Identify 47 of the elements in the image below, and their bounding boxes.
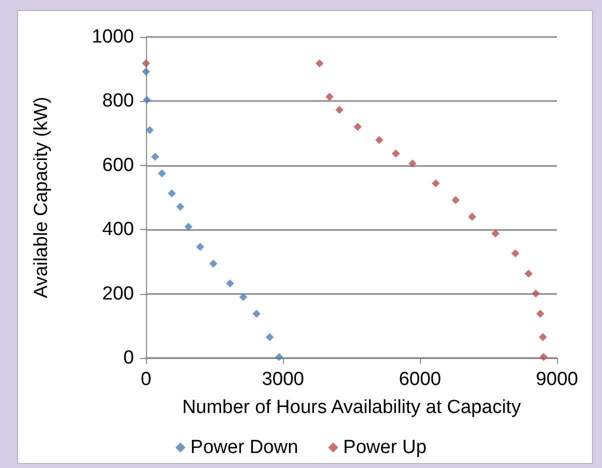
point	[275, 353, 284, 362]
point	[196, 242, 204, 251]
point	[142, 96, 151, 104]
point	[408, 159, 416, 168]
point	[316, 59, 324, 68]
point	[176, 202, 184, 211]
point	[432, 179, 440, 188]
y-tick-label: 600	[102, 154, 134, 176]
point	[142, 59, 150, 68]
x-tick-label: 6000	[398, 369, 442, 390]
x-tick-label: 3000	[262, 369, 304, 390]
point	[375, 136, 384, 144]
point	[239, 293, 248, 302]
point	[536, 310, 544, 318]
point	[538, 333, 547, 342]
point	[325, 92, 334, 101]
point	[392, 150, 400, 158]
y-tick-label: 200	[102, 283, 134, 304]
point	[524, 270, 533, 278]
point	[158, 169, 166, 178]
point	[142, 68, 150, 76]
y-tick-label: 1000	[92, 26, 134, 48]
point	[540, 353, 548, 362]
point	[226, 280, 234, 288]
point	[168, 189, 176, 198]
x-axis-title: Number of Hours Availability at Capacity	[182, 397, 522, 418]
point	[209, 260, 218, 268]
y-axis-title: Available Capacity (kW)	[31, 96, 52, 298]
point	[452, 196, 460, 204]
x-tick-label: 9000	[536, 369, 578, 390]
point	[266, 333, 274, 342]
point	[491, 229, 500, 238]
point	[532, 289, 540, 298]
point	[468, 212, 476, 221]
point	[511, 249, 520, 258]
point	[335, 106, 344, 114]
legend-label: Power Down	[190, 437, 298, 458]
y-tick-label: 800	[102, 90, 134, 112]
point	[151, 152, 160, 161]
point	[252, 310, 261, 318]
point	[146, 126, 154, 134]
y-tick-label: 400	[102, 219, 134, 240]
point	[354, 122, 362, 131]
legend-label: Power Up	[343, 437, 427, 458]
point	[184, 222, 192, 231]
y-tick-label: 0	[123, 348, 134, 368]
x-tick-label: 0	[140, 369, 152, 390]
